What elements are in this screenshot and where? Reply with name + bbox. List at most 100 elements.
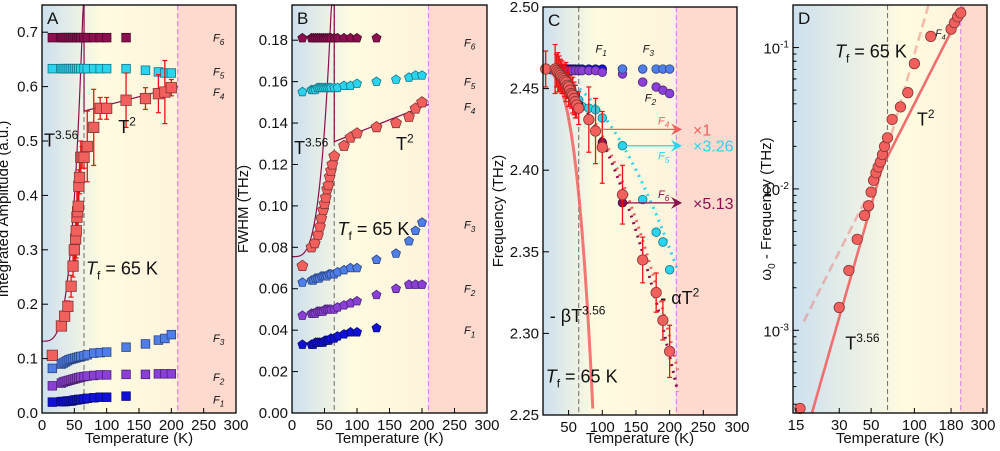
x-tick-label: 50 [560, 419, 577, 436]
power-law-annotation-sup: 3.56 [55, 128, 79, 142]
y-tick-label: 2.45 [510, 81, 539, 98]
scale-series-label: F5 [658, 151, 670, 165]
data-point [391, 248, 401, 258]
y-axis-label: Integrated Amplitude (a.u.) [0, 121, 12, 298]
series-label: F4 [464, 101, 476, 115]
data-point [140, 339, 151, 349]
data-point [165, 82, 177, 94]
x-tick-label: 150 [623, 419, 648, 436]
power-law-annotation-sup: 3.56 [305, 136, 329, 150]
series-label-sub: 6 [220, 38, 225, 47]
data-point [843, 264, 855, 277]
data-point [664, 265, 675, 275]
series-label-sub: 3 [220, 338, 225, 347]
tf-symbol: T [835, 42, 848, 62]
tf-symbol: T [86, 258, 99, 278]
series-label: F3 [464, 220, 476, 234]
fit-T3.56_ext [886, 5, 930, 149]
data-point [391, 283, 401, 293]
data-point [858, 209, 871, 221]
series-label-sub: 1 [471, 330, 476, 339]
series-label-base: F [464, 37, 472, 49]
data-point [352, 295, 362, 306]
scale-series-label-sub: 6 [665, 194, 670, 203]
data-point [166, 329, 177, 340]
data-point [851, 233, 863, 245]
series-label: F1 [464, 325, 475, 339]
y-tick-label: 0.6 [17, 79, 38, 96]
data-point [65, 280, 77, 292]
series-label-sub: 6 [471, 43, 476, 52]
power-law-annotation: T2 [396, 131, 414, 154]
x-tick-label: 150 [377, 417, 402, 434]
series-f2: F2 [47, 369, 225, 391]
data-point [88, 121, 100, 133]
data-point [404, 235, 414, 246]
x-tick-label: 100 [902, 417, 927, 434]
power-law-annotation-base: - αT [660, 288, 692, 308]
y-tick-label: 0.04 [259, 322, 288, 339]
series-label-base: F [464, 284, 472, 296]
data-point [308, 236, 321, 249]
x-tick-label: 50 [863, 417, 880, 434]
group-label-base: F [645, 93, 653, 105]
data-point [417, 70, 427, 80]
data-point [650, 286, 662, 299]
power-law-annotation-sup: 2 [129, 114, 136, 128]
tf-symbol: T [546, 366, 559, 386]
series-label-sub: 5 [471, 82, 476, 91]
panel-label: D [798, 9, 810, 28]
series-label-base: F [213, 333, 221, 345]
series-label-base: F [213, 66, 221, 78]
tf-annotation: Tf = 65 K [338, 219, 410, 243]
data-point [371, 289, 382, 300]
data-point [352, 78, 362, 88]
series-f6: F6 [47, 33, 225, 47]
scale-series-label-base: F [658, 151, 666, 163]
data-point [403, 110, 415, 122]
data-point [597, 67, 607, 77]
y-tick-label: 2.40 [510, 162, 539, 179]
data-point [297, 339, 308, 349]
data-point [894, 101, 907, 113]
power-law-annotation-base: T [396, 134, 407, 154]
series-label-base: F [213, 394, 221, 406]
y-tick-label: 0.2 [17, 296, 38, 313]
tf-value: = 65 K [560, 366, 618, 386]
data-point [658, 237, 668, 247]
plot-background [793, 5, 987, 413]
data-point [297, 310, 308, 320]
data-point [47, 397, 58, 407]
series-f1: F1 [297, 322, 475, 349]
data-point [297, 277, 308, 287]
x-tick-label: 15 [788, 417, 805, 434]
y-tick-label: 0.02 [259, 364, 288, 381]
series-label: F5 [464, 77, 476, 91]
series-label-sub: 3 [471, 225, 476, 234]
power-law-annotation-sup: 3.56 [582, 303, 606, 317]
data-point [322, 178, 335, 191]
series-f2: F2 [297, 279, 476, 320]
group-label: F2 [645, 93, 657, 107]
y-tick-label: 0.06 [259, 281, 288, 298]
power-law-annotation: - αT2 [660, 285, 699, 308]
data-point [925, 30, 937, 42]
y-tick-label: 0.4 [17, 187, 38, 204]
data-point [371, 76, 382, 86]
tf-symbol: T [338, 219, 351, 239]
power-law-annotation: T3.56 [44, 128, 79, 151]
power-law-annotation: T2 [917, 107, 935, 130]
scale-series-label-sub: 4 [665, 121, 670, 130]
data-point [416, 96, 428, 108]
data-point [46, 349, 58, 361]
y-tick-label: 0.7 [17, 24, 38, 41]
data-point [596, 141, 608, 153]
scale-series-label-base: F [658, 115, 666, 127]
data-point [352, 327, 362, 337]
series-f3: F3 [297, 217, 476, 287]
data-point [73, 171, 86, 184]
data-point [59, 310, 71, 322]
